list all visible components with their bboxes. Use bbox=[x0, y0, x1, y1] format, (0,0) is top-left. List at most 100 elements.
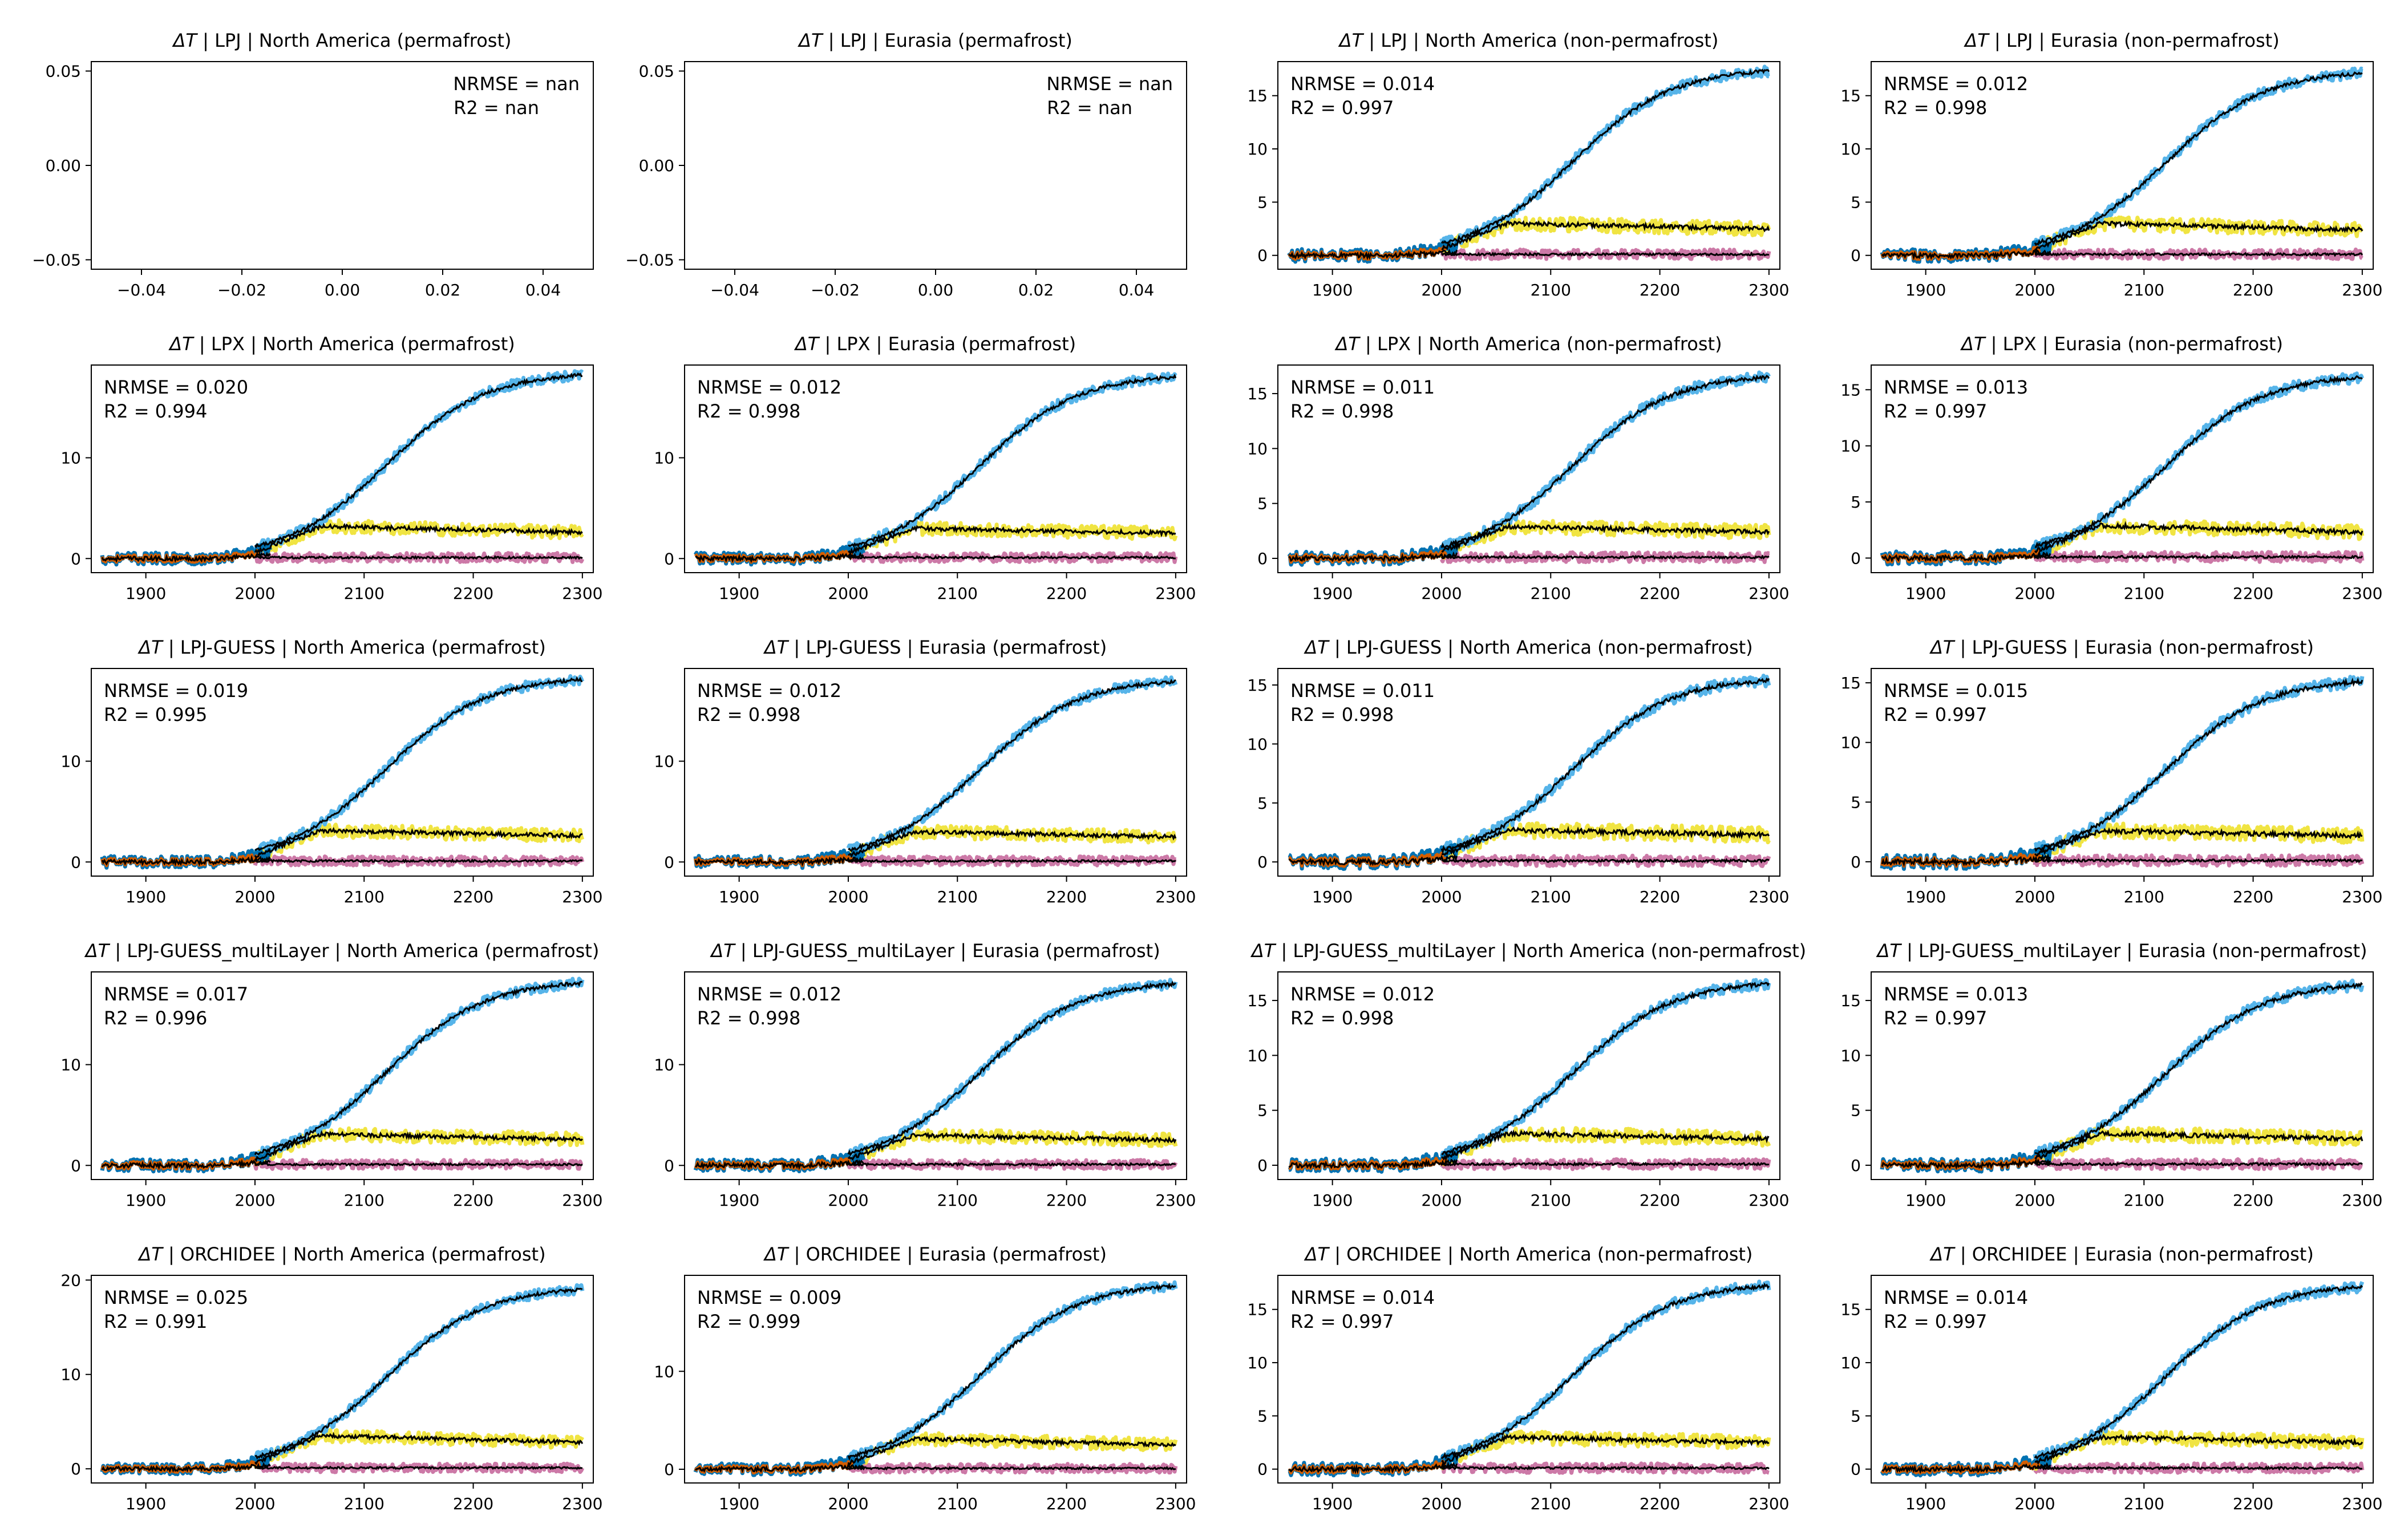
title-variable: ΔT bbox=[1875, 940, 1902, 962]
title-text: | LPJ | Eurasia (non-permafrost) bbox=[1989, 30, 2280, 51]
y-tick-label: 5 bbox=[1851, 1407, 1861, 1425]
r2-label: R2 = 0.999 bbox=[697, 1311, 800, 1332]
x-tick-label: 2000 bbox=[1421, 1191, 1462, 1210]
title-variable: ΔT bbox=[1963, 30, 1990, 51]
nrmse-label: NRMSE = 0.019 bbox=[104, 680, 248, 702]
emulator-line-high bbox=[847, 980, 1176, 1157]
x-tick-label: 2000 bbox=[1421, 584, 1462, 603]
emulator-line-mid bbox=[254, 522, 583, 554]
emulator-line-high bbox=[1440, 374, 1770, 549]
emulator-line-low bbox=[1441, 858, 1770, 864]
nrmse-label: NRMSE = 0.013 bbox=[1884, 983, 2028, 1005]
title-text: | LPJ-GUESS | Eurasia (permafrost) bbox=[788, 637, 1107, 658]
x-tick-label: 0.04 bbox=[525, 281, 561, 299]
r2-label: R2 = nan bbox=[1047, 97, 1132, 119]
axes-frame bbox=[91, 668, 594, 877]
x-tick-label: −0.04 bbox=[710, 281, 759, 299]
y-tick-label: 10 bbox=[654, 1362, 674, 1381]
title-variable: ΔT bbox=[1338, 30, 1365, 51]
title-variable: ΔT bbox=[1334, 333, 1361, 355]
y-tick-label: 10 bbox=[60, 449, 81, 468]
x-tick-label: 2100 bbox=[2124, 887, 2164, 906]
axes-frame bbox=[1871, 971, 2374, 1180]
y-tick-label: 10 bbox=[1840, 1353, 1861, 1372]
subplot: ΔT | LPJ-GUESS_multiLayer | Eurasia (per… bbox=[654, 940, 1196, 1210]
emulator-line-low bbox=[1440, 251, 1770, 257]
subplot-title: ΔT | ORCHIDEE | Eurasia (non-permafrost) bbox=[1929, 1243, 2314, 1265]
emulator-line-mid bbox=[847, 1132, 1177, 1161]
series-ssp-low bbox=[1439, 248, 1771, 261]
emulator-line-low bbox=[1441, 1161, 1770, 1167]
title-text: | LPJ-GUESS | North America (permafrost) bbox=[163, 637, 546, 658]
subplot: ΔT | LPJ-GUESS | Eurasia (non-permafrost… bbox=[1840, 637, 2382, 906]
subplot: ΔT | LPJ-GUESS | Eurasia (permafrost) 190… bbox=[654, 637, 1196, 906]
emulator-line-historical bbox=[1288, 249, 1458, 261]
subplot-title: ΔT | LPJ-GUESS_multiLayer | North Americ… bbox=[1250, 940, 1806, 962]
title-variable: ΔT bbox=[763, 1243, 790, 1265]
emulator-line-high bbox=[254, 980, 582, 1156]
x-tick-label: 2200 bbox=[2233, 1191, 2273, 1210]
y-tick-label: 0 bbox=[1851, 1156, 1861, 1175]
emulator-line-historical bbox=[1881, 1157, 2051, 1170]
emulator-line-low bbox=[254, 1162, 583, 1167]
x-tick-label: 1900 bbox=[719, 584, 759, 603]
axes-frame bbox=[91, 1275, 594, 1484]
x-tick-label: 2100 bbox=[2124, 1494, 2164, 1513]
x-tick-label: 0.02 bbox=[1018, 281, 1054, 299]
y-tick-label: 10 bbox=[60, 1056, 81, 1075]
x-tick-label: 2200 bbox=[453, 887, 493, 906]
y-tick-label: −0.05 bbox=[32, 250, 81, 269]
x-tick-label: 2100 bbox=[344, 584, 385, 603]
x-tick-label: 2100 bbox=[1531, 1494, 1571, 1513]
emulator-line-mid bbox=[2034, 220, 2363, 252]
emulator-line-historical bbox=[695, 1159, 864, 1170]
x-tick-label: 2000 bbox=[2014, 1494, 2055, 1513]
x-tick-label: 2100 bbox=[1531, 887, 1571, 906]
x-tick-label: 2300 bbox=[2342, 584, 2382, 603]
title-variable: ΔT bbox=[1929, 1243, 1956, 1265]
emulator-line-historical bbox=[101, 551, 271, 563]
nrmse-label: NRMSE = 0.011 bbox=[1290, 376, 1435, 398]
y-tick-label: 10 bbox=[1840, 1046, 1861, 1065]
nrmse-label: NRMSE = nan bbox=[453, 73, 580, 95]
y-tick-label: 0 bbox=[1851, 549, 1861, 568]
emulator-line-low bbox=[254, 554, 583, 560]
emulator-line-low bbox=[2034, 1161, 2363, 1167]
axes-frame bbox=[684, 1275, 1187, 1484]
subplot: ΔT | LPJ-GUESS | North America (non-perm… bbox=[1247, 637, 1789, 906]
series-ssp-high bbox=[253, 976, 585, 1160]
x-tick-label: 1900 bbox=[719, 1494, 759, 1513]
x-tick-label: 2100 bbox=[2124, 1191, 2164, 1210]
y-tick-label: 0 bbox=[1257, 853, 1268, 872]
emulator-line-historical bbox=[1881, 550, 2051, 564]
series-ssp-mid bbox=[846, 824, 1177, 862]
axes-frame bbox=[684, 971, 1187, 1180]
title-text: | LPX | North America (permafrost) bbox=[193, 333, 515, 355]
y-tick-label: 0 bbox=[1257, 549, 1268, 568]
axes-frame bbox=[91, 971, 594, 1180]
y-tick-label: 0 bbox=[71, 853, 81, 872]
x-tick-label: 2000 bbox=[2014, 1191, 2055, 1210]
y-tick-label: 5 bbox=[1257, 794, 1268, 813]
title-text: | LPX | North America (non-permafrost) bbox=[1359, 333, 1722, 355]
y-tick-label: 15 bbox=[1840, 87, 1861, 106]
x-tick-label: −0.02 bbox=[217, 281, 266, 299]
x-tick-label: 2300 bbox=[2342, 887, 2382, 906]
emulator-line-mid bbox=[1441, 521, 1770, 553]
series-ssp-high bbox=[2033, 371, 2365, 552]
x-tick-label: 2100 bbox=[2124, 584, 2164, 603]
y-tick-label: 15 bbox=[1247, 384, 1268, 403]
x-tick-label: 0.02 bbox=[425, 281, 460, 299]
axes-frame bbox=[1277, 971, 1780, 1180]
x-tick-label: 1900 bbox=[1905, 281, 1946, 299]
x-tick-label: 2000 bbox=[2014, 887, 2055, 906]
subplot: ΔT | LPJ | Eurasia (permafrost) −0.04 −0.0… bbox=[625, 30, 1187, 299]
series-ssp-low bbox=[2034, 1157, 2363, 1172]
emulator-line-mid bbox=[1441, 220, 1770, 251]
x-tick-label: 2200 bbox=[1640, 1494, 1680, 1513]
x-tick-label: 2300 bbox=[1749, 1191, 1789, 1210]
axes-frame bbox=[1871, 668, 2374, 877]
y-tick-label: 10 bbox=[1247, 1353, 1268, 1372]
subplot: ΔT | ORCHIDEE | Eurasia (non-permafrost)… bbox=[1840, 1243, 2382, 1513]
axes-frame bbox=[1871, 1275, 2374, 1484]
